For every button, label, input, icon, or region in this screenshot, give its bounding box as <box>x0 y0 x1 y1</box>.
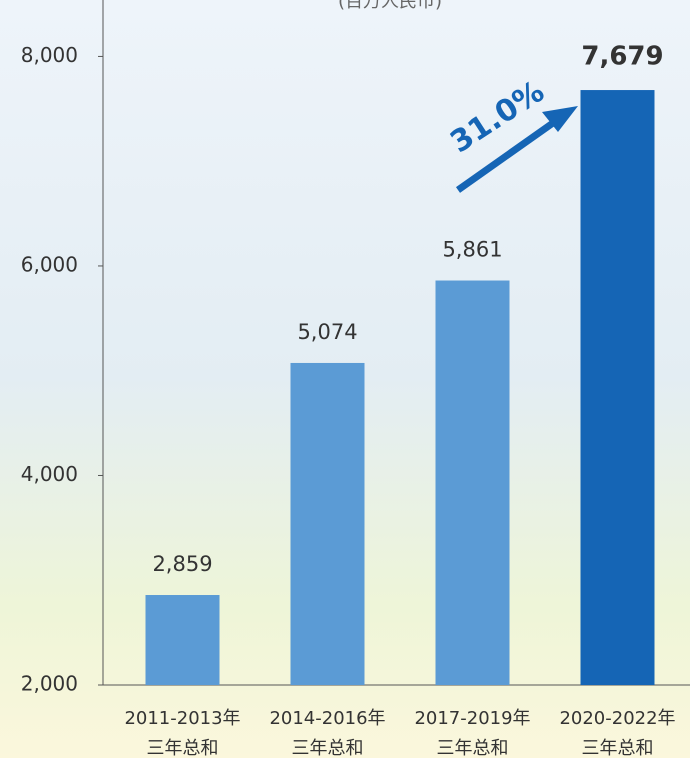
value-label: 2,859 <box>152 552 212 576</box>
x-tick-label: 2020-2022年 <box>559 708 675 729</box>
arrow-head <box>542 106 578 132</box>
y-tick-label: 8,000 <box>21 43 78 67</box>
value-label: 5,861 <box>442 238 502 262</box>
x-tick-label: 三年总和 <box>437 738 509 758</box>
growth-arrow <box>455 106 578 193</box>
x-tick-label: 三年总和 <box>582 738 654 758</box>
x-tick-label: 2014-2016年 <box>269 708 385 729</box>
bar <box>435 280 510 685</box>
y-tick-label: 4,000 <box>21 462 78 486</box>
value-label: 7,679 <box>581 42 663 72</box>
y-tick-label: 2,000 <box>21 672 78 696</box>
arrow-shaft <box>455 115 563 193</box>
bar <box>290 362 365 685</box>
x-tick-label: 三年总和 <box>292 738 364 758</box>
chart-subtitle: (百万人民币) <box>338 0 442 12</box>
value-label: 5,074 <box>297 320 357 344</box>
y-tick-label: 6,000 <box>21 252 78 276</box>
x-tick-label: 2011-2013年 <box>124 708 240 729</box>
x-tick-label: 2017-2019年 <box>414 708 530 729</box>
x-tick-label: 三年总和 <box>147 738 219 758</box>
bar <box>580 90 655 686</box>
bar <box>145 595 220 685</box>
